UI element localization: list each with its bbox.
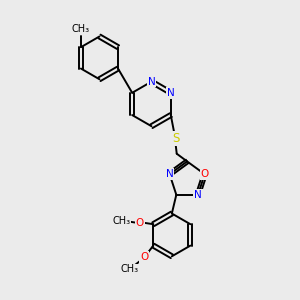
Text: N: N — [148, 76, 155, 87]
Text: S: S — [172, 132, 179, 146]
Text: O: O — [200, 169, 209, 179]
Text: N: N — [194, 190, 202, 200]
Text: O: O — [140, 252, 148, 262]
Text: CH₃: CH₃ — [72, 24, 90, 34]
Text: N: N — [166, 169, 173, 179]
Text: N: N — [167, 88, 175, 98]
Text: CH₃: CH₃ — [121, 264, 139, 274]
Text: CH₃: CH₃ — [112, 216, 130, 226]
Text: O: O — [136, 218, 144, 228]
